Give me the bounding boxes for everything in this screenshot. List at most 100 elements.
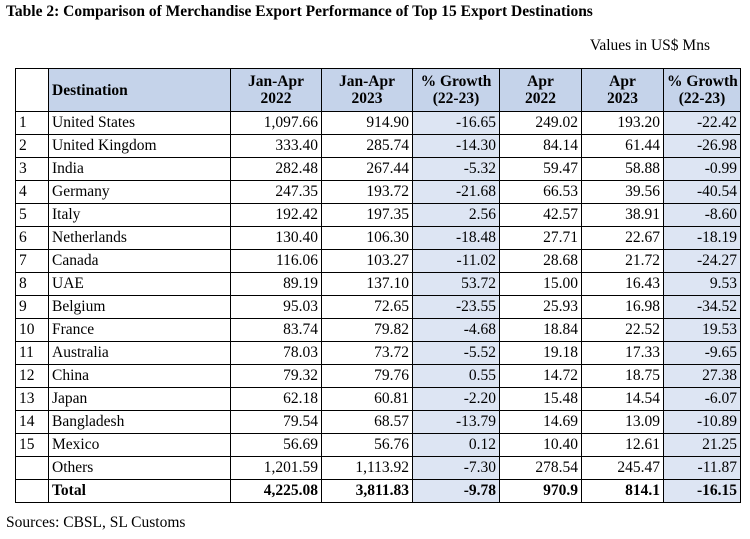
jan-apr-2022-header: Jan-Apr 2022 — [230, 68, 322, 112]
table-row: 5 Italy 192.42 197.35 2.56 42.57 38.91 -8.60 — [15, 203, 741, 227]
jan-apr-2022-cell: 79.54 — [230, 410, 322, 434]
destination-header: Destination — [48, 68, 231, 112]
jan-apr-2023-cell: 68.57 — [321, 410, 413, 434]
destination-cell: China — [48, 364, 231, 388]
growth-apr-cell: -6.07 — [663, 387, 741, 411]
destination-cell: UAE — [48, 272, 231, 296]
row-index: 5 — [15, 203, 49, 227]
row-index — [15, 479, 49, 503]
growth-apr-cell: -9.65 — [663, 341, 741, 365]
growth-apr-cell: -16.15 — [663, 479, 741, 503]
header-line-1: Jan-Apr — [339, 73, 395, 90]
header-line-1: % Growth — [667, 73, 738, 90]
row-index: 14 — [15, 410, 49, 434]
header-line-2: 2022 — [260, 90, 292, 107]
growth-apr-cell: -8.60 — [663, 203, 741, 227]
jan-apr-2023-cell: 267.44 — [321, 157, 413, 181]
jan-apr-2022-cell: 79.32 — [230, 364, 322, 388]
jan-apr-2023-cell: 197.35 — [321, 203, 413, 227]
growth-apr-cell: -40.54 — [663, 180, 741, 204]
jan-apr-2023-cell: 73.72 — [321, 341, 413, 365]
table-row: 12 China 79.32 79.76 0.55 14.72 18.75 27.38 — [15, 364, 741, 388]
apr-2022-cell: 42.57 — [499, 203, 582, 227]
row-index: 15 — [15, 433, 49, 457]
apr-2022-cell: 14.69 — [499, 410, 582, 434]
apr-2023-cell: 14.54 — [581, 387, 664, 411]
apr-2023-cell: 21.72 — [581, 249, 664, 273]
jan-apr-2022-cell: 4,225.08 — [230, 479, 322, 503]
table-row: 11 Australia 78.03 73.72 -5.52 19.18 17.33 -9.6… — [15, 341, 741, 365]
growth-ytd-cell: -4.68 — [412, 318, 500, 342]
apr-2022-cell: 249.02 — [499, 111, 582, 135]
destination-cell: Australia — [48, 341, 231, 365]
row-index: 8 — [15, 272, 49, 296]
growth-ytd-cell: -5.52 — [412, 341, 500, 365]
header-line-1: Apr — [527, 73, 554, 90]
apr-2022-cell: 970.9 — [499, 479, 582, 503]
apr-2023-cell: 39.56 — [581, 180, 664, 204]
apr-2022-cell: 15.48 — [499, 387, 582, 411]
destination-cell: Belgium — [48, 295, 231, 319]
destination-cell: Total — [48, 479, 231, 503]
apr-2023-cell: 16.43 — [581, 272, 664, 296]
apr-2023-cell: 13.09 — [581, 410, 664, 434]
growth-ytd-cell: -18.48 — [412, 226, 500, 250]
apr-2023-cell: 22.67 — [581, 226, 664, 250]
apr-2023-cell: 16.98 — [581, 295, 664, 319]
jan-apr-2022-cell: 78.03 — [230, 341, 322, 365]
jan-apr-2023-cell: 914.90 — [321, 111, 413, 135]
apr-2022-cell: 15.00 — [499, 272, 582, 296]
table-row: 10 France 83.74 79.82 -4.68 18.84 22.52 19.53 — [15, 318, 741, 342]
apr-2023-cell: 61.44 — [581, 134, 664, 158]
apr-2022-cell: 25.93 — [499, 295, 582, 319]
apr-2022-cell: 18.84 — [499, 318, 582, 342]
row-index: 13 — [15, 387, 49, 411]
apr-2023-cell: 38.91 — [581, 203, 664, 227]
growth-apr-cell: -10.89 — [663, 410, 741, 434]
table-row: 3 India 282.48 267.44 -5.32 59.47 58.88 -0.99 — [15, 157, 741, 181]
growth-apr-header: % Growth (22-23) — [663, 68, 741, 112]
apr-2022-cell: 27.71 — [499, 226, 582, 250]
growth-ytd-cell: -11.02 — [412, 249, 500, 273]
table-row: 9 Belgium 95.03 72.65 -23.55 25.93 16.98 -34.52 — [15, 295, 741, 319]
destination-cell: France — [48, 318, 231, 342]
jan-apr-2023-cell: 72.65 — [321, 295, 413, 319]
export-table: Destination Jan-Apr 2022 Jan-Apr 2023 % Gr… — [15, 68, 741, 503]
row-index: 12 — [15, 364, 49, 388]
growth-apr-cell: -24.27 — [663, 249, 741, 273]
apr-2023-cell: 193.20 — [581, 111, 664, 135]
growth-apr-cell: -11.87 — [663, 456, 741, 480]
row-index: 2 — [15, 134, 49, 158]
row-index: 3 — [15, 157, 49, 181]
growth-apr-cell: 19.53 — [663, 318, 741, 342]
row-index — [15, 456, 49, 480]
jan-apr-2023-cell: 106.30 — [321, 226, 413, 250]
apr-2022-cell: 66.53 — [499, 180, 582, 204]
table-row: Others 1,201.59 1,113.92 -7.30 278.54 245.47-… — [15, 456, 741, 480]
jan-apr-2022-cell: 282.48 — [230, 157, 322, 181]
growth-ytd-cell: -16.65 — [412, 111, 500, 135]
jan-apr-2022-cell: 83.74 — [230, 318, 322, 342]
apr-2023-cell: 22.52 — [581, 318, 664, 342]
jan-apr-2022-cell: 116.06 — [230, 249, 322, 273]
destination-cell: Canada — [48, 249, 231, 273]
row-index: 1 — [15, 111, 49, 135]
growth-ytd-cell: 0.55 — [412, 364, 500, 388]
growth-apr-cell: 9.53 — [663, 272, 741, 296]
jan-apr-2022-cell: 1,201.59 — [230, 456, 322, 480]
row-index: 4 — [15, 180, 49, 204]
table-body: 1 United States 1,097.66 914.90 -16.65 249.02… — [15, 111, 741, 503]
apr-2023-cell: 58.88 — [581, 157, 664, 181]
growth-ytd-cell: -21.68 — [412, 180, 500, 204]
table-row: 8 UAE 89.19 137.10 53.72 15.00 16.43 9.53 — [15, 272, 741, 296]
table-row: 6 Netherlands 130.40 106.30 -18.48 27.71 22.67… — [15, 226, 741, 250]
destination-cell: Germany — [48, 180, 231, 204]
jan-apr-2022-cell: 192.42 — [230, 203, 322, 227]
destination-cell: Mexico — [48, 433, 231, 457]
destination-cell: Bangladesh — [48, 410, 231, 434]
jan-apr-2022-cell: 333.40 — [230, 134, 322, 158]
apr-2022-cell: 59.47 — [499, 157, 582, 181]
row-index: 10 — [15, 318, 49, 342]
growth-apr-cell: -18.19 — [663, 226, 741, 250]
header-line-2: 2023 — [607, 90, 638, 107]
